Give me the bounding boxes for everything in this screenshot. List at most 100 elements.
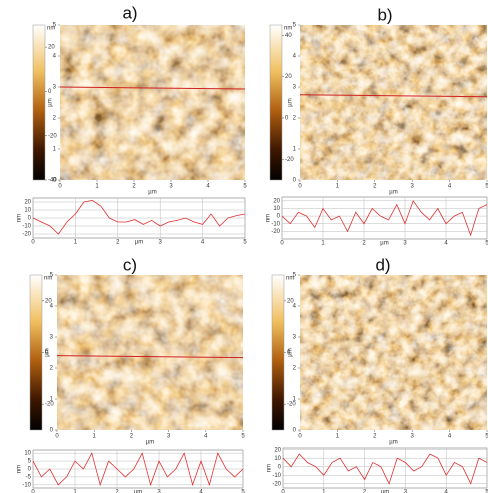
afm-image (60, 25, 245, 180)
image-x-tick-label: 4 (448, 434, 452, 440)
colorbar-tick-label: -20 (285, 157, 294, 163)
colorbar (29, 274, 43, 431)
image-y-tick-label: 0 (53, 178, 57, 184)
x-tick-label: 5 (241, 490, 245, 493)
image-x-tick-label: 2 (130, 434, 134, 440)
y-tick-label: 5 (28, 459, 32, 465)
image-x-tick-label: 4 (206, 184, 210, 190)
image-y-tick-label: 0 (50, 428, 54, 434)
colorbar (269, 24, 283, 181)
colorbar-unit: nm (284, 26, 292, 32)
panel-title: b) (377, 5, 392, 24)
y-tick-label: -10 (22, 482, 31, 488)
image-y-tick-label: 3 (293, 335, 297, 341)
image-x-tick-label: 4 (204, 434, 208, 440)
x-tick-label: 1 (321, 241, 325, 247)
image-x-tick-label: 4 (448, 184, 452, 190)
image-x-tick-label: 3 (169, 184, 173, 190)
x-tick-label: 5 (243, 240, 247, 246)
image-y-tick-label: 0 (293, 428, 297, 434)
profile-line (32, 452, 244, 487)
colorbar-tick-label: 40 (285, 33, 292, 39)
colorbar (32, 24, 46, 181)
colorbar-unit: nm (286, 276, 294, 282)
x-tick-label: 1 (322, 490, 326, 493)
image-x-label: µm (148, 190, 156, 196)
image-y-tick-label: 0 (293, 178, 297, 184)
x-axis-label: µm (134, 490, 142, 493)
colorbar-tick-label: 20 (48, 45, 55, 51)
x-axis-label: µm (380, 241, 388, 247)
colorbar-tick-label: 20 (285, 74, 292, 80)
y-tick-label: 0 (28, 216, 32, 222)
image-y-label: µm (48, 98, 54, 106)
x-tick-label: 0 (31, 490, 35, 493)
colorbar-tick-label: 0 (287, 350, 291, 356)
y-tick-label: -10 (272, 473, 281, 479)
y-tick-label: 10 (24, 451, 31, 457)
y-axis-label: nm (17, 214, 23, 222)
image-x-tick-label: 5 (485, 184, 488, 190)
image-y-tick-label: 2 (293, 116, 297, 122)
profile-line (32, 199, 246, 235)
y-tick-label: 0 (277, 214, 281, 220)
y-axis-label: nm (267, 464, 273, 472)
x-tick-label: 5 (485, 241, 488, 247)
x-tick-label: 4 (199, 490, 203, 493)
panel-title: d) (375, 255, 390, 274)
colorbar-unit: nm (44, 276, 52, 282)
colorbar-tick-label: -20 (48, 133, 57, 139)
image-x-tick-label: 1 (93, 434, 97, 440)
image-y-label: µm (288, 98, 294, 106)
profile-frame (282, 447, 488, 489)
image-x-tick-label: 2 (373, 184, 377, 190)
y-axis-label: nm (17, 465, 23, 473)
image-y-tick-label: 3 (53, 85, 57, 91)
image-y-tick-label: 2 (293, 366, 297, 372)
x-tick-label: 2 (362, 241, 366, 247)
x-tick-label: 0 (281, 490, 285, 493)
y-tick-label: -10 (22, 224, 31, 230)
afm-image (300, 25, 487, 180)
y-tick-label: -5 (26, 474, 32, 480)
image-x-tick-label: 1 (336, 184, 340, 190)
y-tick-label: 10 (24, 208, 31, 214)
image-x-label: µm (389, 190, 397, 196)
image-y-label: µm (45, 348, 51, 356)
colorbar-tick-label: 0 (48, 89, 52, 95)
colorbar-tick-label: -20 (287, 402, 296, 408)
image-x-tick-label: 1 (336, 434, 340, 440)
image-y-tick-label: 1 (293, 147, 297, 153)
x-tick-label: 3 (159, 240, 163, 246)
image-x-tick-label: 2 (373, 434, 377, 440)
y-tick-label: -10 (271, 221, 280, 227)
x-tick-label: 1 (73, 490, 77, 493)
image-x-tick-label: 3 (411, 434, 415, 440)
y-tick-label: -20 (272, 481, 281, 487)
colorbar-tick-label: 0 (285, 116, 289, 122)
x-tick-label: 3 (157, 490, 161, 493)
image-y-tick-label: 5 (50, 273, 54, 279)
image-y-tick-label: 2 (53, 116, 57, 122)
colorbar (271, 274, 285, 431)
image-y-tick-label: 1 (53, 147, 57, 153)
y-tick-label: 0 (28, 467, 32, 473)
image-y-tick-label: 4 (53, 54, 57, 60)
image-x-tick-label: 5 (243, 184, 247, 190)
x-axis-label: µm (135, 240, 143, 246)
profile-line (282, 453, 488, 485)
image-x-tick-label: 3 (167, 434, 171, 440)
x-tick-label: 4 (201, 240, 205, 246)
y-tick-label: 20 (273, 198, 280, 204)
x-tick-label: 4 (445, 490, 449, 493)
image-x-tick-label: 5 (485, 434, 488, 440)
image-x-tick-label: 0 (58, 184, 62, 190)
image-x-tick-label: 0 (298, 434, 302, 440)
afm-image (300, 275, 487, 430)
x-tick-label: 5 (485, 490, 488, 493)
y-tick-label: 10 (274, 456, 281, 462)
image-x-label: µm (389, 440, 397, 446)
y-tick-label: -20 (22, 232, 31, 238)
profile-position (299, 94, 488, 98)
